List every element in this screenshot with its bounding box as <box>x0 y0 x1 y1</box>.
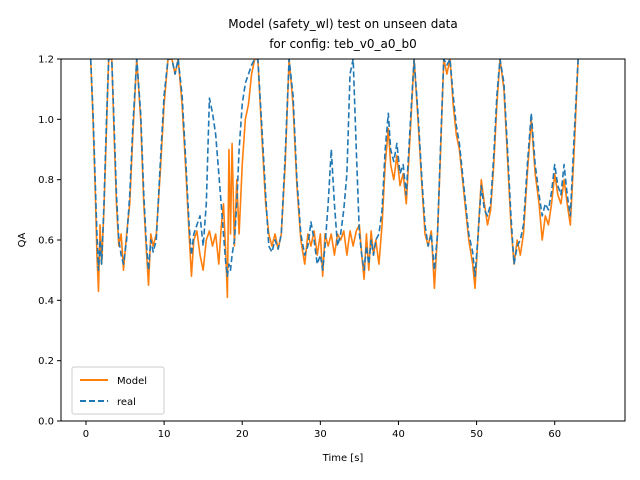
y-tick-label: 1.2 <box>38 55 54 66</box>
x-tick-label: 40 <box>392 429 405 440</box>
legend-label-real: real <box>117 397 136 408</box>
x-tick-label: 0 <box>83 429 89 440</box>
x-tick-label: 30 <box>314 429 327 440</box>
series-layer <box>89 59 579 299</box>
legend-box <box>71 366 165 415</box>
y-tick-label: 1.0 <box>38 115 54 126</box>
chart-title-line2: for config: teb_v0_a0_b0 <box>269 37 417 51</box>
y-tick-label: 0.6 <box>38 236 54 247</box>
legend-label-model: Model <box>117 376 147 387</box>
x-tick-label: 20 <box>236 429 249 440</box>
y-tick-label: 0.4 <box>38 296 54 307</box>
y-tick-label: 0.2 <box>38 356 54 367</box>
y-tick-label: 0.0 <box>38 417 54 428</box>
chart-title-line1: Model (safety_wl) test on unseen data <box>228 17 458 31</box>
x-tick-label: 50 <box>470 429 483 440</box>
legend: Model real <box>71 366 165 415</box>
y-axis: 0.0 0.2 0.4 0.6 0.8 1.0 1.2 <box>38 55 61 428</box>
x-axis-label: Time [s] <box>322 453 364 464</box>
x-tick-label: 10 <box>158 429 171 440</box>
x-axis: 0 10 20 30 40 50 60 <box>83 421 561 440</box>
x-tick-label: 60 <box>548 429 561 440</box>
y-axis-label: QA <box>17 232 28 247</box>
y-tick-label: 0.8 <box>38 175 54 186</box>
